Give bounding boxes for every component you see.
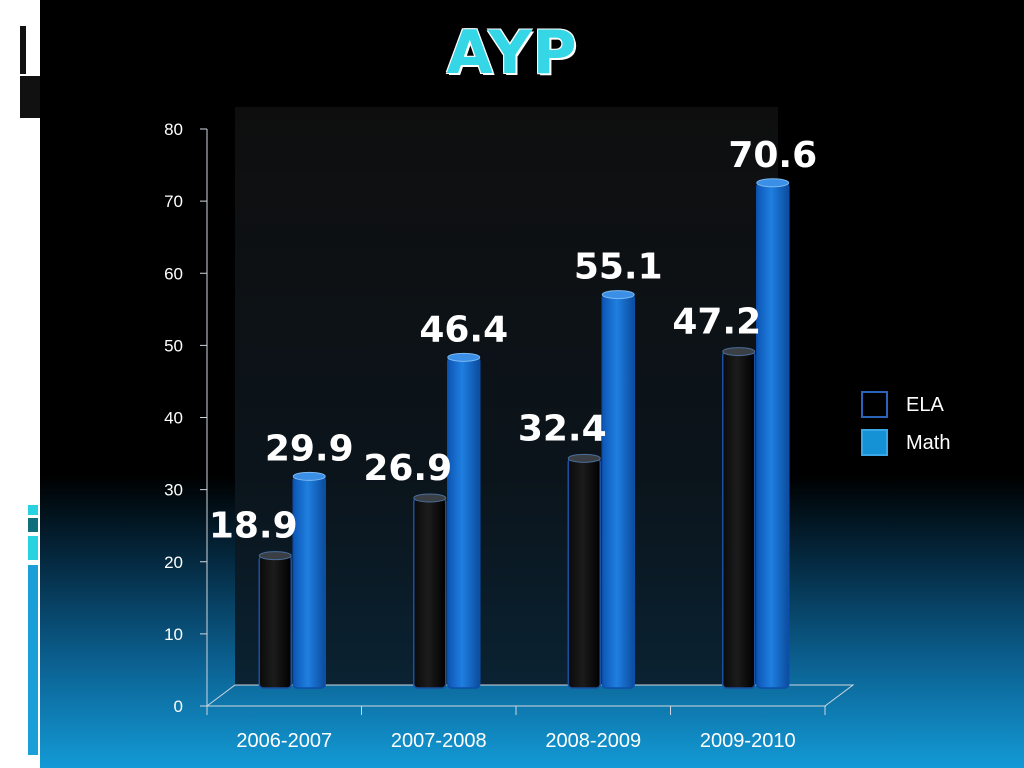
y-tick-label: 70 — [164, 192, 183, 211]
bar-cap-math — [292, 471, 326, 481]
data-label-ela: 32.4 — [518, 408, 607, 449]
bar-ela — [722, 350, 756, 689]
y-tick-label: 20 — [164, 553, 183, 572]
y-tick-label: 0 — [174, 697, 183, 716]
legend: ELA Math — [861, 391, 950, 456]
data-label-ela: 18.9 — [209, 506, 298, 547]
category-label: 2006-2007 — [236, 730, 332, 752]
bar-ela — [413, 497, 447, 689]
y-tick-label: 50 — [164, 336, 183, 355]
bar-math — [756, 182, 790, 689]
y-tick-label: 40 — [164, 409, 183, 428]
legend-label: ELA — [906, 394, 944, 416]
slide-title: AYP — [446, 18, 578, 88]
top-left-decor-block — [20, 26, 26, 74]
y-tick-label: 80 — [164, 120, 183, 139]
y-tick-label: 60 — [164, 264, 183, 283]
bar-cap-ela — [722, 347, 756, 357]
data-label-math: 46.4 — [419, 309, 508, 350]
data-labels: 18.9 29.9 26.9 46.4 32.4 55.147.2 70.6 — [209, 135, 817, 547]
value-axis: 0 10 20 30 40 50 60 70 80 — [164, 120, 208, 716]
data-label-ela: 47.2 — [672, 302, 761, 343]
bar-cap-ela — [258, 551, 292, 561]
bar-math — [292, 475, 326, 689]
data-label-math: 70.6 — [728, 135, 817, 176]
bars — [258, 178, 790, 689]
bar-cap-ela — [567, 453, 601, 463]
legend-label: Math — [906, 432, 950, 454]
left-accent-bar — [28, 536, 38, 560]
data-label-ela: 26.9 — [363, 448, 452, 489]
bar-math — [601, 293, 635, 689]
category-label: 2009-2010 — [700, 730, 796, 752]
category-label: 2007-2008 — [391, 730, 487, 752]
bar-cap-math — [756, 178, 790, 188]
bar-ela — [567, 457, 601, 689]
left-accent-bar — [28, 565, 38, 755]
left-accent-bar — [28, 518, 38, 532]
legend-swatch-ela — [861, 391, 888, 418]
bar-cap-math — [447, 352, 481, 362]
data-label-math: 29.9 — [265, 428, 354, 469]
left-accent-bar — [28, 505, 38, 515]
legend-swatch-math — [861, 429, 888, 456]
data-label-math: 55.1 — [574, 247, 663, 288]
bar-cap-ela — [413, 493, 447, 503]
bar-ela — [258, 554, 292, 689]
bar-cap-math — [601, 290, 635, 300]
top-left-decor-block — [20, 76, 40, 118]
bar-math — [447, 356, 481, 689]
category-axis: 2006-2007 2007-2008 2008-2009 2009-2010 — [206, 705, 826, 752]
y-tick-label: 10 — [164, 625, 183, 644]
y-tick-label: 30 — [164, 481, 183, 500]
category-label: 2008-2009 — [545, 730, 641, 752]
